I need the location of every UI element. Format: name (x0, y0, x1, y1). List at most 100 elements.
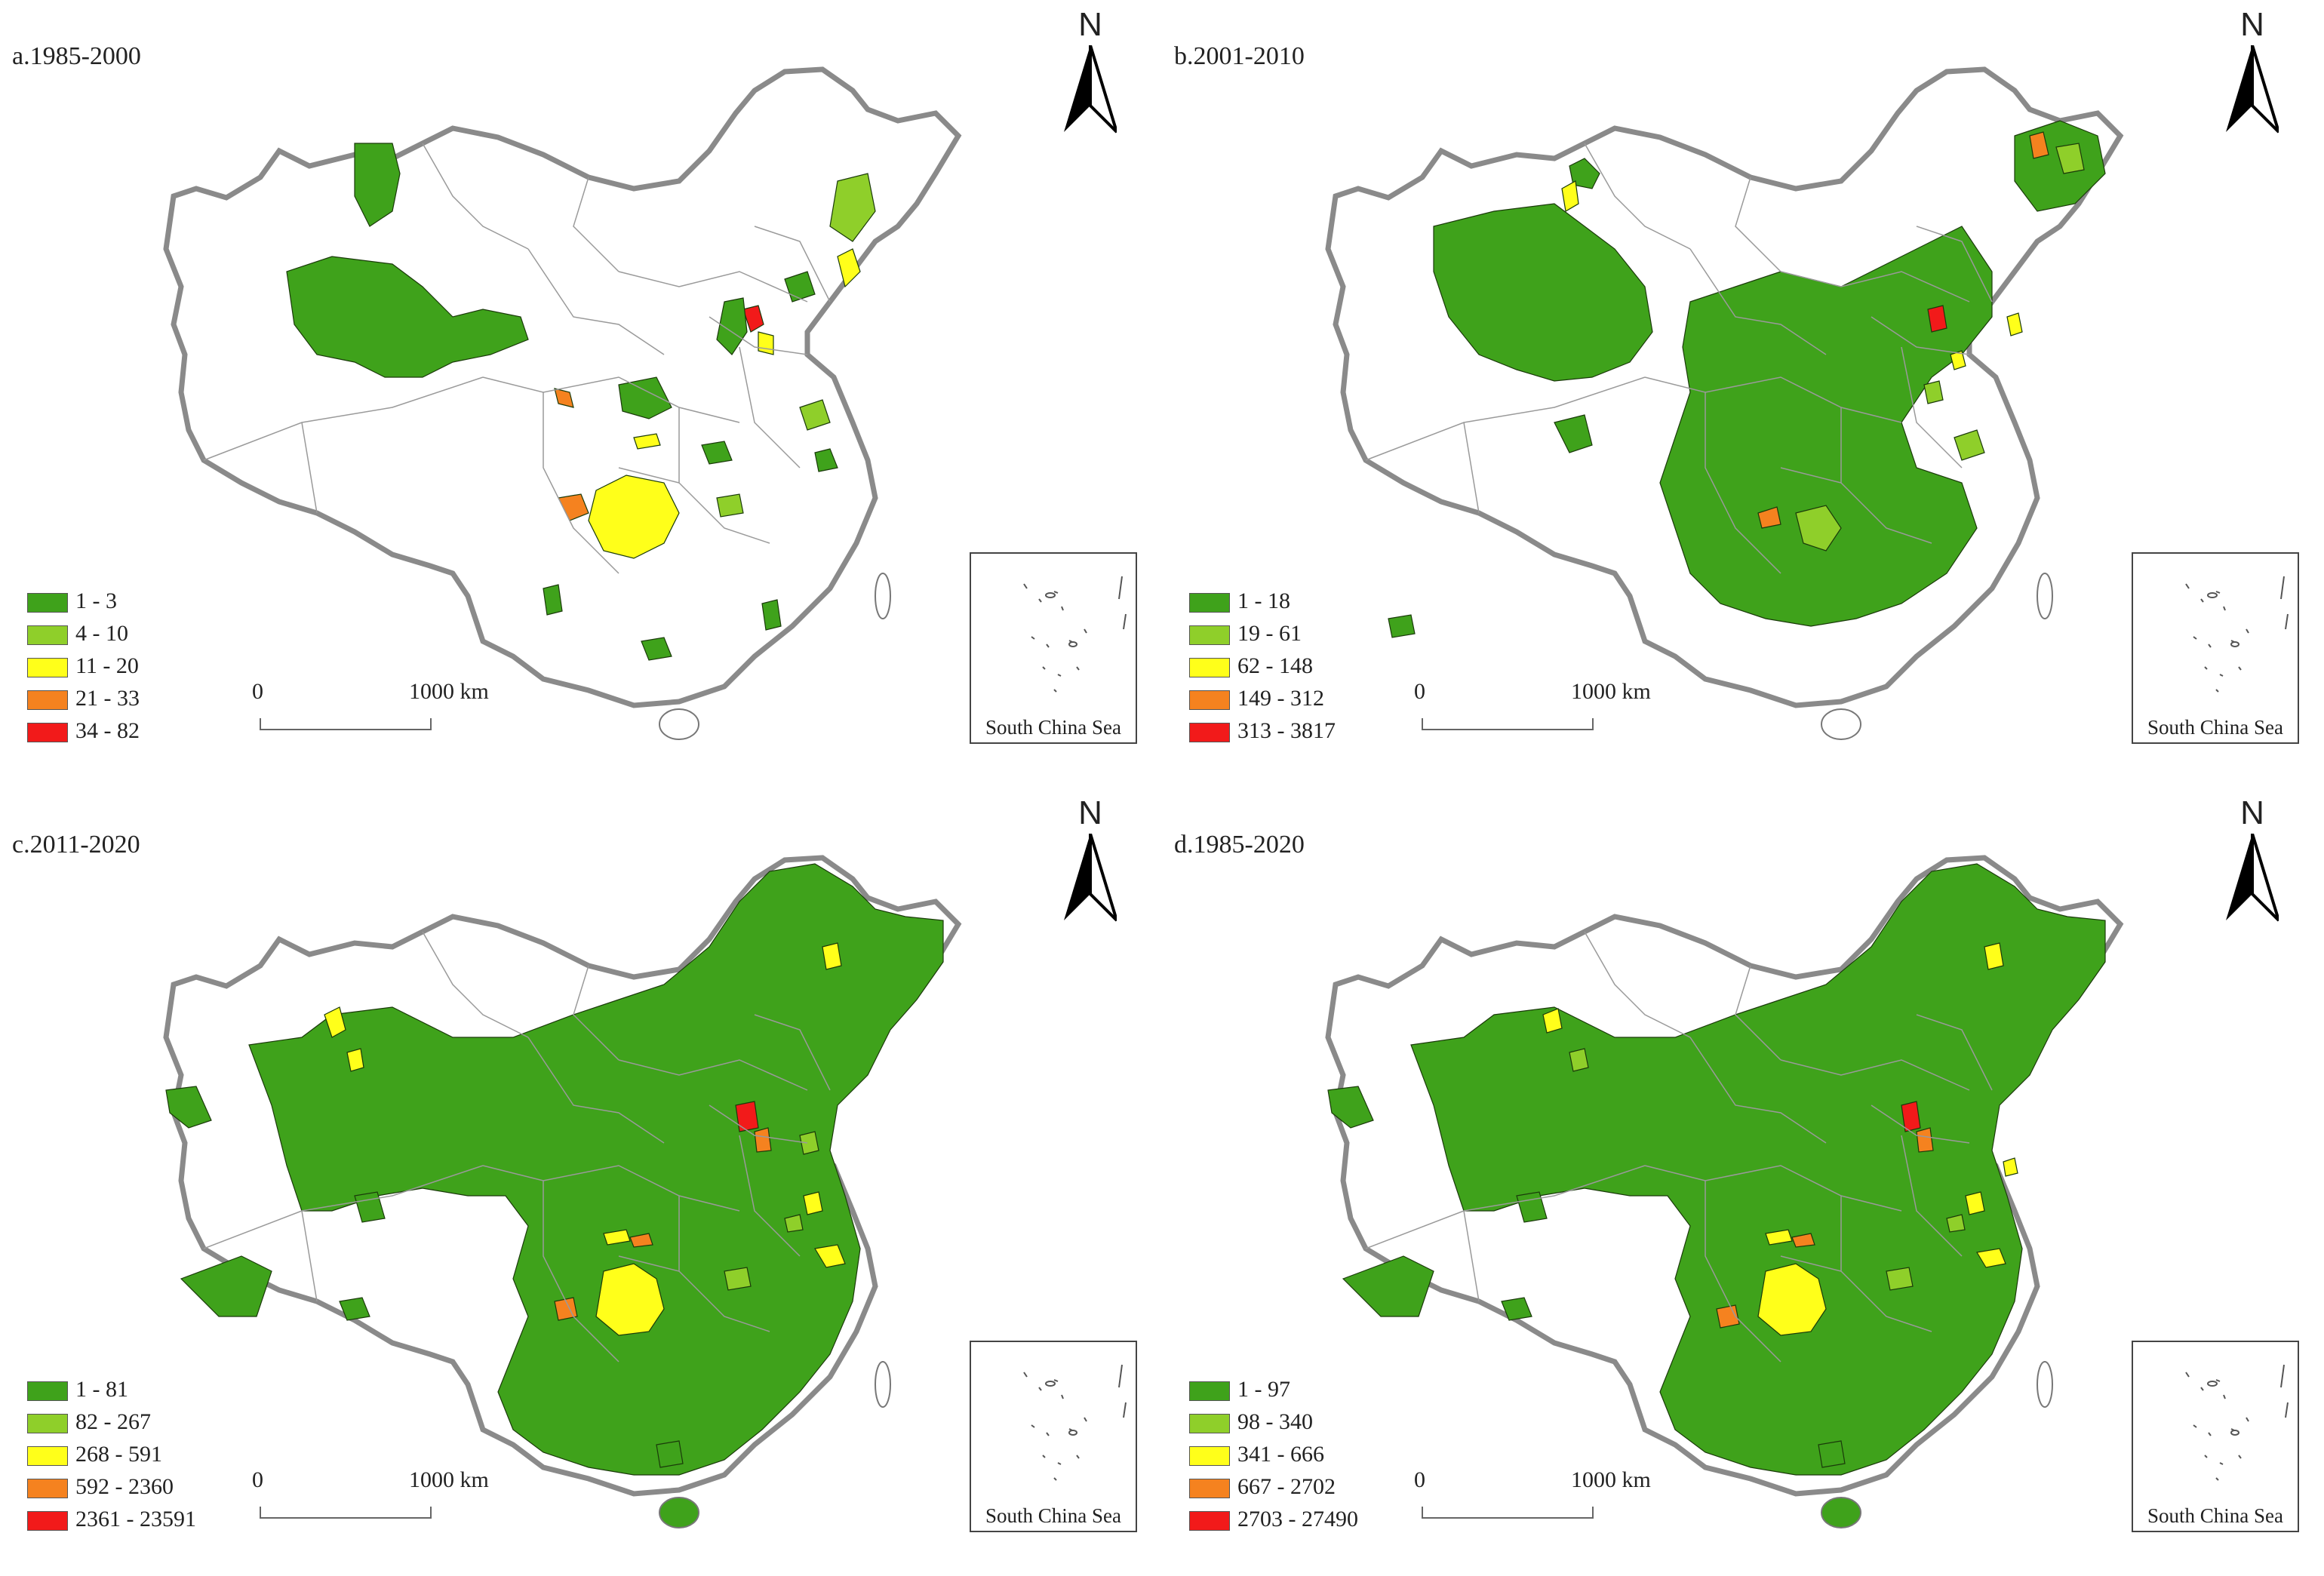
district-patch-class5 (735, 1101, 759, 1132)
district-patch-class1 (1327, 1086, 1374, 1129)
district-patch-class3 (588, 475, 680, 559)
scale-start-label: 0 (252, 679, 263, 704)
province-boundary (739, 1135, 801, 1257)
province-boundary (754, 226, 831, 303)
south-china-sea-inset: South China Sea (2132, 552, 2299, 744)
district-patch-class3 (633, 433, 661, 450)
district-patch-class5 (1927, 305, 1947, 333)
legend-swatch (1189, 1479, 1230, 1498)
province-boundary (1735, 177, 1781, 272)
legend-label: 313 - 3817 (1237, 718, 1336, 743)
district-patch-class1 (165, 1086, 212, 1129)
scale-bar-line (1422, 718, 1594, 730)
legend-label: 341 - 666 (1237, 1442, 1324, 1467)
district-patch-class3 (324, 1006, 346, 1038)
province-boundary (1584, 143, 1691, 250)
district-patch-class1 (1818, 1440, 1846, 1468)
map-panel-c: c.2011-2020 N 1 - 81 82 - 267 268 - 591 592 -… (0, 788, 1162, 1573)
panel-title: d.1985-2020 (1174, 831, 1305, 859)
legend-label: 62 - 148 (1237, 653, 1313, 678)
legend-label: 98 - 340 (1237, 1409, 1313, 1434)
district-patch-class2 (799, 1131, 819, 1155)
legend-swatch (27, 690, 68, 710)
province-boundary (573, 965, 619, 1061)
district-patch-class2 (2055, 143, 2085, 174)
district-patch-class4 (2029, 131, 2049, 159)
province-boundary (203, 376, 484, 461)
scale-end-label: 1000 km (409, 1467, 489, 1492)
province-boundary (301, 1210, 318, 1302)
legend-swatch (27, 658, 68, 677)
district-patch-class1 (716, 297, 748, 355)
district-patch-class3 (1542, 1008, 1563, 1034)
district-patch-class3 (1965, 1191, 1985, 1215)
district-patch-class4 (1757, 506, 1781, 529)
taiwan-island (875, 573, 891, 619)
district-patch-class1 (543, 584, 563, 616)
province-boundary (1705, 1181, 1781, 1362)
province-boundary (709, 1104, 808, 1144)
legend-swatch (27, 593, 68, 613)
province-boundary (1780, 1059, 1970, 1091)
district-patch-class4 (754, 1127, 772, 1153)
north-letter: N (2240, 6, 2264, 43)
district-patch-class1 (286, 256, 529, 378)
province-boundary (573, 177, 619, 272)
province-boundary (422, 143, 529, 250)
legend-label: 667 - 2702 (1237, 1474, 1336, 1499)
district-patch-class2 (716, 493, 744, 518)
north-arrow-icon (1064, 45, 1117, 134)
district-patch-class3 (346, 1048, 364, 1072)
legend-swatch (27, 1446, 68, 1466)
panel-title: a.1985-2000 (12, 42, 141, 70)
legend-swatch (1189, 1511, 1230, 1531)
taiwan-island (2037, 573, 2053, 619)
province-boundary (1780, 1255, 1842, 1272)
district-patch-class4 (1916, 1127, 1934, 1153)
scale-end-label: 1000 km (409, 679, 489, 704)
province-boundary (527, 248, 665, 355)
district-patch-class1 (1569, 158, 1600, 189)
district-patch-class3 (603, 1229, 631, 1246)
legend-label: 82 - 267 (75, 1409, 151, 1434)
district-patch-class3 (814, 1244, 846, 1268)
legend-swatch (27, 1414, 68, 1433)
province-boundary (527, 1037, 665, 1144)
district-patch-class2 (1954, 429, 1985, 461)
district-patch-class1 (354, 1191, 386, 1223)
district-patch-class2 (784, 1214, 804, 1233)
district-patch-class4 (554, 1297, 578, 1321)
district-patch-class1 (1554, 414, 1593, 453)
province-boundary (482, 1165, 740, 1212)
scale-start-label: 0 (1414, 679, 1425, 704)
province-boundary (1780, 467, 1842, 484)
inset-islands (2185, 1364, 2289, 1481)
china-choropleth-map (1325, 66, 2124, 740)
legend-label: 149 - 312 (1237, 686, 1324, 711)
province-boundary (1901, 346, 1963, 468)
district-patch-class3 (1950, 350, 1966, 370)
province-boundary (1780, 271, 1970, 303)
map-panel-d: d.1985-2020 N 1 - 97 98 - 340 341 - 666 667 -… (1162, 788, 2324, 1573)
inset-islands (1023, 576, 1127, 693)
district-patch-class1 (641, 637, 672, 661)
province-boundary (482, 376, 740, 423)
district-patch-class3 (2003, 1157, 2018, 1177)
scale-start-label: 0 (252, 1467, 263, 1492)
map-panel-b: b.2001-2010 N 1 - 18 19 - 61 62 - 148 149 - 3… (1162, 0, 2324, 785)
legend-label: 592 - 2360 (75, 1474, 174, 1499)
province-boundary (1644, 376, 1902, 423)
province-boundary (1871, 316, 1970, 355)
province-boundary (618, 271, 808, 303)
taiwan-island (875, 1361, 891, 1408)
district-patch-class1 (1410, 863, 2106, 1476)
hainan-island (659, 1497, 699, 1528)
legend-swatch (27, 1381, 68, 1401)
province-boundary (1735, 965, 1781, 1061)
district-patch-class1 (701, 441, 733, 465)
panel-title: c.2011-2020 (12, 831, 140, 859)
district-patch-class1 (761, 599, 782, 631)
legend-swatch (27, 1479, 68, 1498)
legend-label: 1 - 81 (75, 1377, 128, 1402)
district-patch-class4 (554, 388, 574, 408)
